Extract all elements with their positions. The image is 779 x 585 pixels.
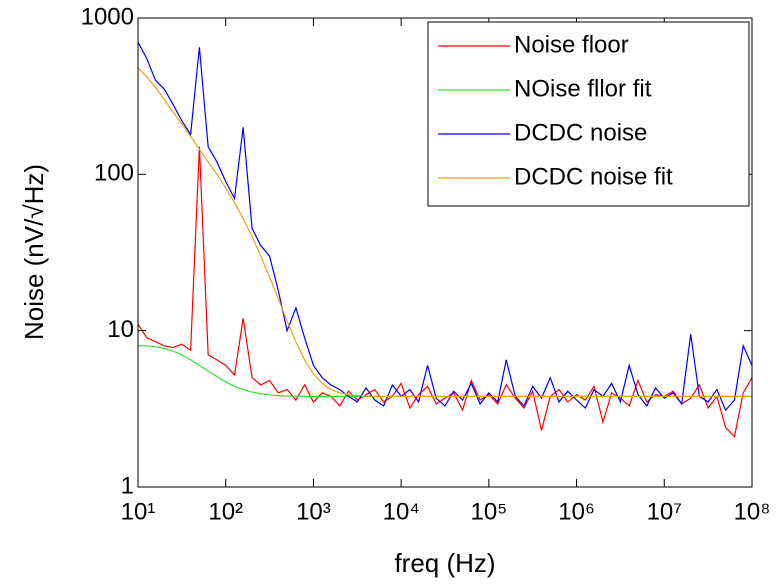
legend-box <box>427 21 750 207</box>
data-line <box>137 41 753 412</box>
legend-label: NOise fllor fit <box>514 75 652 102</box>
data-line <box>137 67 752 397</box>
y-axis-label: Noise (nV/√Hz) <box>19 164 49 340</box>
x-tick-label: 10⁴ <box>383 498 420 525</box>
x-tick-label: 10³ <box>296 498 331 525</box>
legend-label: Noise floor <box>514 31 629 58</box>
x-tick-label: 10⁷ <box>647 498 682 525</box>
x-tick-label: 10² <box>208 498 243 525</box>
x-tick-label: 10⁸ <box>734 498 771 525</box>
y-tick-label: 1 <box>121 472 134 499</box>
y-tick-label: 1000 <box>81 3 134 30</box>
legend-label: DCDC noise <box>514 119 647 146</box>
x-tick-label: 10⁵ <box>471 498 508 525</box>
x-tick-label: 10⁶ <box>558 498 595 525</box>
plot-frame <box>137 17 753 488</box>
x-tick-label: 10¹ <box>121 498 156 525</box>
x-axis-label: freq (Hz) <box>394 548 495 578</box>
legend-label: DCDC noise fit <box>514 163 673 190</box>
y-tick-label: 10 <box>107 316 134 343</box>
y-tick-label: 100 <box>94 160 134 187</box>
